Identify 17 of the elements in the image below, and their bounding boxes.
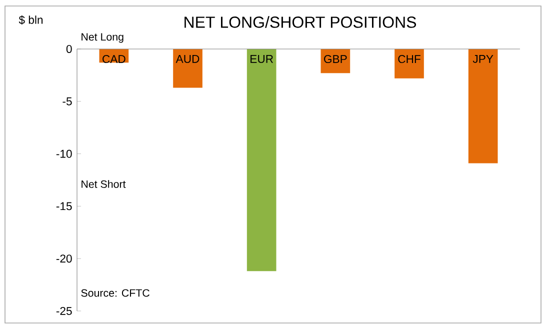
x-tick-label: CHF bbox=[398, 55, 420, 64]
y-tick-label: -15 bbox=[56, 202, 72, 210]
x-tick-label: EUR bbox=[250, 55, 274, 63]
x-tick-label: JPY bbox=[472, 55, 494, 63]
annotation: Source: CFTC bbox=[81, 289, 150, 297]
y-tick-label: -20 bbox=[56, 254, 72, 263]
x-tick-label: GBP bbox=[324, 55, 347, 64]
y-tick-label: -25 bbox=[56, 306, 72, 315]
y-tick-label: 0 bbox=[66, 44, 72, 53]
y-axis-title: $ bln bbox=[18, 15, 43, 25]
y-tick-label: -5 bbox=[62, 97, 72, 106]
chart-title: NET LONG/SHORT POSITIONS bbox=[184, 16, 416, 28]
x-tick-label: CAD bbox=[102, 55, 126, 64]
annotation: Net Short bbox=[82, 180, 126, 188]
y-tick-label: -10 bbox=[56, 150, 72, 158]
text: Net Long bbox=[82, 33, 124, 43]
x-tick-label: AUD bbox=[176, 55, 200, 63]
